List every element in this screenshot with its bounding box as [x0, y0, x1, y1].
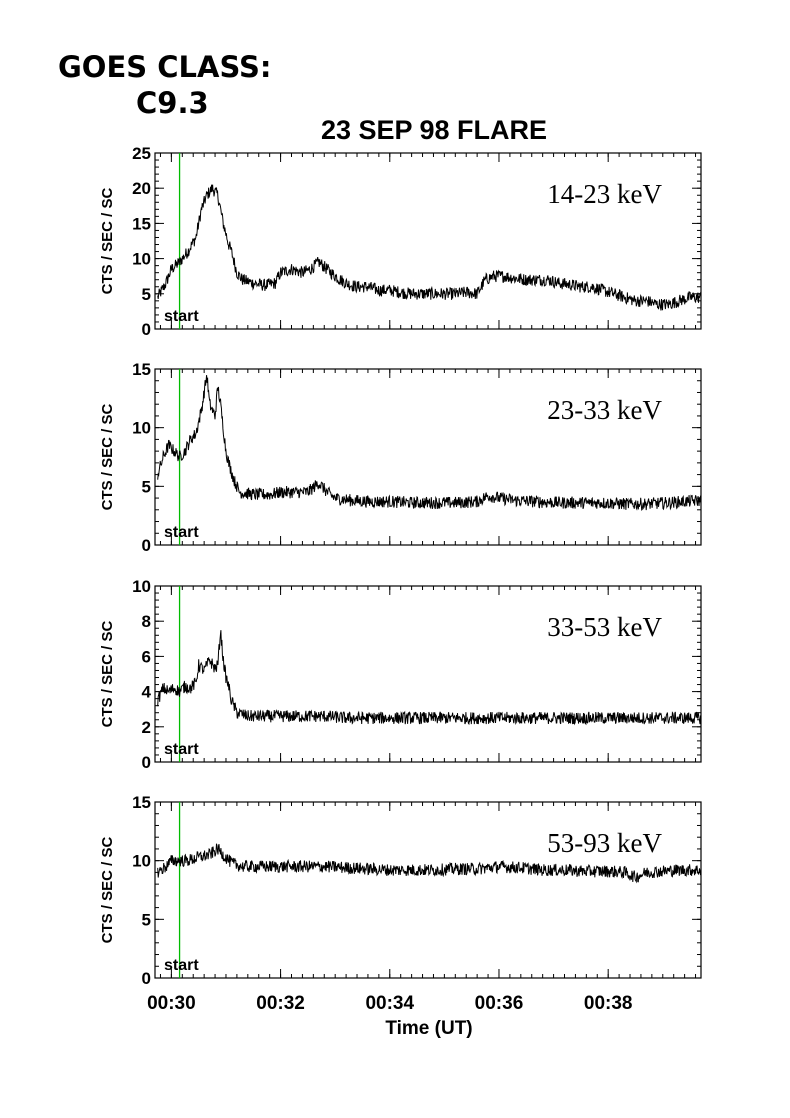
chart-title: 23 SEP 98 FLARE — [321, 115, 547, 145]
y-tick-label: 15 — [132, 214, 151, 233]
x-tick-label: 00:36 — [475, 993, 524, 1014]
y-axis-label: CTS / SEC / SC — [99, 403, 116, 510]
plot-frame — [154, 801, 702, 979]
y-tick-label: 5 — [142, 285, 151, 304]
energy-band-label: 33-53 keV — [547, 612, 662, 642]
y-axis-label: CTS / SEC / SC — [99, 836, 116, 943]
plot-frame — [154, 585, 702, 763]
x-tick-label: 00:32 — [256, 993, 305, 1014]
y-tick-label: 8 — [142, 612, 151, 631]
y-tick-label: 5 — [142, 477, 151, 496]
y-tick-label: 5 — [142, 910, 151, 929]
y-axis-label: CTS / SEC / SC — [99, 620, 116, 727]
panel-1: 0 5 10 15 20 25 CTS / SEC / SC 14-23 keV start — [99, 144, 702, 339]
goes-class-label: GOES CLASS: — [58, 50, 272, 84]
series-line — [157, 630, 702, 726]
start-marker-label: start — [164, 741, 199, 758]
y-tick-label: 6 — [142, 647, 151, 666]
y-tick-label: 10 — [132, 419, 151, 438]
panel-2: 0 5 10 15 CTS / SEC / SC 23-33 keV start — [99, 360, 702, 555]
y-tick-label: 15 — [132, 360, 151, 379]
y-tick-label: 0 — [142, 320, 151, 339]
y-tick-label: 0 — [142, 969, 151, 988]
start-marker-label: start — [164, 308, 199, 325]
y-tick-label: 10 — [132, 577, 151, 596]
y-tick-label: 10 — [132, 250, 151, 269]
goes-class-value: C9.3 — [136, 86, 209, 120]
x-tick-label: 00:30 — [147, 993, 196, 1014]
series-line — [157, 375, 702, 511]
series-line — [157, 843, 702, 884]
energy-band-label: 14-23 keV — [547, 179, 662, 209]
y-tick-label: 15 — [132, 793, 151, 812]
x-axis-label: Time (UT) — [385, 1018, 472, 1039]
panel-3: 0 2 4 6 8 10 CTS / SEC / SC 33-53 keV start — [99, 577, 702, 772]
y-tick-label: 10 — [132, 852, 151, 871]
y-tick-label: 0 — [142, 536, 151, 555]
x-tick-label: 00:38 — [584, 993, 633, 1014]
panel-4: 0 5 10 15 CTS / SEC / SC 53-93 keV start 00:30 0… — [99, 793, 702, 1014]
x-tick-label: 00:34 — [365, 993, 414, 1014]
y-tick-label: 4 — [142, 683, 152, 702]
energy-band-label: 53-93 keV — [547, 828, 662, 858]
y-tick-label: 2 — [142, 718, 151, 737]
y-tick-label: 25 — [132, 144, 151, 163]
plot-frame — [154, 152, 702, 330]
y-tick-label: 0 — [142, 753, 151, 772]
plot-frame — [154, 368, 702, 546]
start-marker-label: start — [164, 524, 199, 541]
start-marker-label: start — [164, 957, 199, 974]
series-line — [157, 184, 702, 311]
y-tick-label: 20 — [132, 179, 151, 198]
y-axis-label: CTS / SEC / SC — [99, 187, 116, 294]
energy-band-label: 23-33 keV — [547, 395, 662, 425]
